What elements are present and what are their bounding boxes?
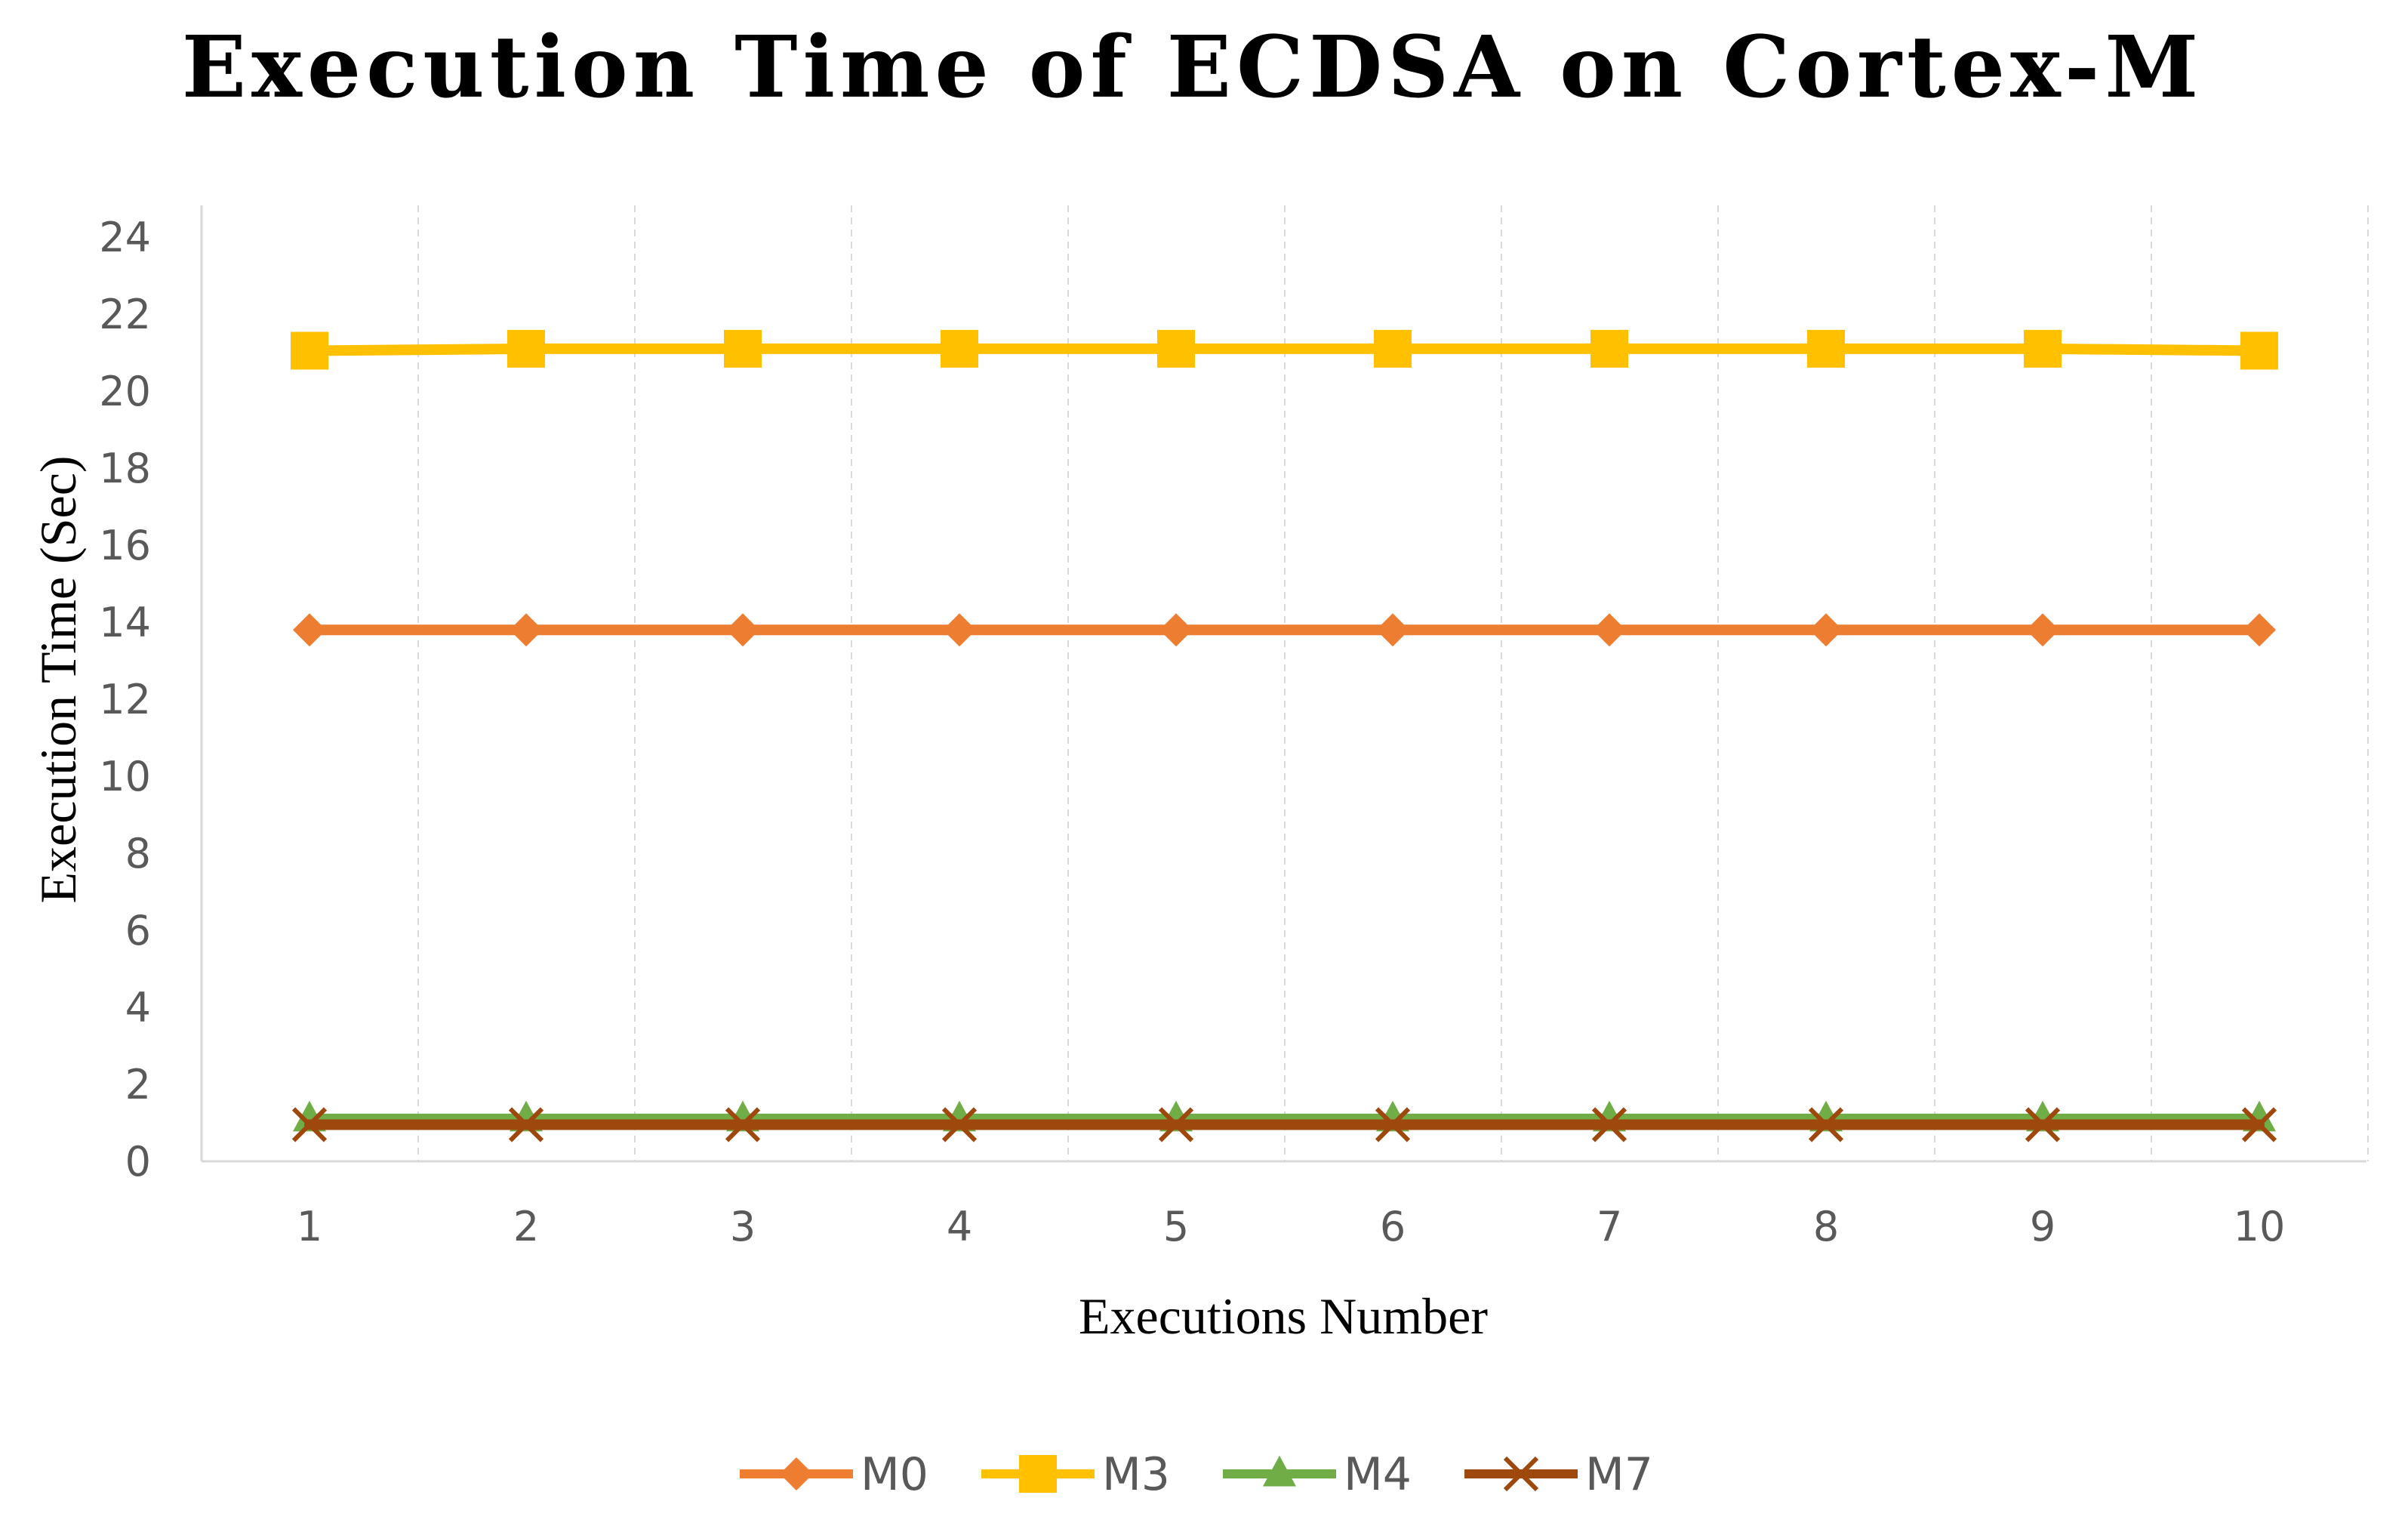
y-tick-label: 4: [125, 984, 151, 1031]
point-marker: [2026, 613, 2059, 647]
point-marker: [2025, 1107, 2061, 1142]
point-marker: [2240, 331, 2278, 370]
point-marker: [780, 1457, 813, 1491]
chart-title: Execution Time of ECDSA on Cortex-M: [182, 18, 2204, 117]
legend-item-m3: M3: [981, 1448, 1170, 1501]
point-marker: [725, 1107, 761, 1142]
point-marker: [1019, 1455, 1057, 1493]
point-marker: [507, 329, 545, 368]
y-tick-label: 0: [125, 1138, 151, 1185]
legend-label: M3: [1102, 1448, 1170, 1501]
y-tick-label: 16: [99, 522, 151, 569]
point-marker: [291, 331, 328, 370]
x-tick-label: 3: [730, 1203, 756, 1250]
legend-label: M7: [1585, 1448, 1653, 1501]
series-m3: [291, 329, 2278, 370]
x-tick-label: 9: [2030, 1203, 2055, 1250]
y-tick-label: 10: [99, 753, 151, 800]
series-group: [291, 329, 2278, 1142]
point-marker: [1590, 329, 1628, 368]
axes: [200, 205, 2366, 1163]
y-tick-label: 8: [125, 830, 151, 877]
x-tick-label: 5: [1163, 1203, 1189, 1250]
x-tick-label: 4: [947, 1203, 972, 1250]
y-tick-label: 22: [99, 291, 151, 338]
series-m0: [293, 613, 2276, 647]
y-axis-title: Execution Time (Sec): [29, 455, 87, 903]
x-tick-label: 1: [297, 1203, 322, 1250]
point-marker: [1807, 329, 1845, 368]
point-marker: [1375, 1107, 1411, 1142]
x-axis-title: Executions Number: [1079, 1287, 1488, 1345]
point-marker: [293, 613, 326, 647]
point-marker: [941, 1107, 978, 1142]
legend-item-m0: M0: [740, 1448, 928, 1501]
legend-item-m4: M4: [1223, 1448, 1412, 1501]
y-tick-label: 14: [99, 599, 151, 646]
point-marker: [2241, 1107, 2277, 1142]
legend-label: M0: [861, 1448, 928, 1501]
point-marker: [2243, 613, 2276, 647]
y-tick-label: 18: [99, 445, 151, 492]
point-marker: [1374, 329, 1412, 368]
point-marker: [1376, 613, 1409, 647]
point-marker: [724, 329, 762, 368]
point-marker: [1158, 1107, 1194, 1142]
point-marker: [1503, 1456, 1539, 1492]
point-marker: [1263, 1455, 1296, 1487]
point-marker: [1591, 1107, 1627, 1142]
point-marker: [941, 329, 978, 368]
point-marker: [291, 1107, 328, 1142]
legend-label: M4: [1344, 1448, 1412, 1501]
series-m7: [291, 1107, 2277, 1142]
y-tick-label: 2: [125, 1061, 151, 1108]
grid-lines: [417, 205, 2369, 1161]
legend: M0 M3 M4 M7: [740, 1448, 1653, 1501]
x-tick-label: 2: [513, 1203, 539, 1250]
legend-item-m7: M7: [1464, 1448, 1653, 1501]
x-tick-label: 8: [1813, 1203, 1839, 1250]
y-tick-label: 20: [99, 368, 151, 415]
point-marker: [1808, 1107, 1844, 1142]
x-tick-label: 6: [1380, 1203, 1406, 1250]
y-tick-label: 24: [99, 214, 151, 261]
point-marker: [943, 613, 976, 647]
x-tick-label: 10: [2234, 1203, 2286, 1250]
y-tick-label: 12: [99, 676, 151, 723]
x-axis-ticks: 1 2 3 4 5 6 7 8 9 10: [297, 1203, 2286, 1250]
x-tick-label: 7: [1597, 1203, 1622, 1250]
point-marker: [1157, 329, 1195, 368]
point-marker: [508, 1107, 544, 1142]
series-line: [304, 343, 2265, 356]
point-marker: [1809, 613, 1843, 647]
point-marker: [1593, 613, 1626, 647]
point-marker: [726, 613, 759, 647]
point-marker: [510, 613, 543, 647]
point-marker: [2024, 329, 2062, 368]
point-marker: [1159, 613, 1193, 647]
y-tick-label: 6: [125, 907, 151, 954]
